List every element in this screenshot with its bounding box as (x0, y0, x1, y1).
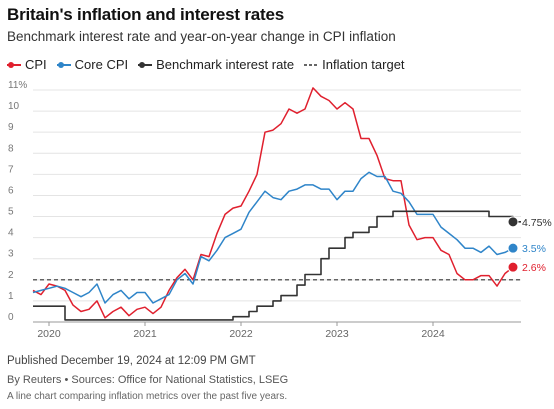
legend-label-cpi: CPI (25, 57, 47, 72)
chart-description: A line chart comparing inflation metrics… (7, 391, 288, 402)
source-credit: By Reuters • Sources: Office for Nationa… (7, 374, 289, 386)
end-markers: 2.6% 3.5% 4.75% (507, 216, 552, 274)
y-tick-label: 3 (8, 249, 14, 260)
end-label-core-cpi: 3.5% (522, 243, 546, 255)
x-tick-label: 2021 (133, 328, 157, 340)
end-label-cpi: 2.6% (522, 262, 546, 274)
legend-item-benchmark-rate: Benchmark interest rate (138, 57, 294, 72)
inflation-target-legend-marker-icon (304, 63, 319, 66)
end-label-benchmark-interest-rate: 4.75% (522, 217, 552, 229)
cpi-legend-marker-icon (7, 61, 21, 68)
line-chart: 0 1 2 3 4 5 6 7 8 9 10 11% 2020 2021 2022 2023 2024 2.6… (8, 80, 552, 340)
y-tick-label: 11% (8, 80, 27, 91)
legend-item-core-cpi: Core CPI (56, 57, 129, 72)
legend-label-core-cpi: Core CPI (74, 57, 129, 72)
y-tick-label: 7 (8, 164, 14, 175)
x-axis-ticks: 2020 2021 2022 2023 2024 (37, 322, 445, 340)
published-date: Published December 19, 2024 at 12:09 PM … (7, 355, 256, 367)
legend-item-inflation-target: Inflation target (304, 57, 405, 72)
series-line-core-cpi (32, 171, 514, 304)
x-tick-label: 2023 (325, 328, 349, 340)
end-marker-benchmark-interest-rate (507, 216, 519, 228)
x-tick-label: 2020 (37, 328, 61, 340)
y-tick-label: 4 (8, 228, 14, 239)
legend-label-benchmark-rate: Benchmark interest rate (156, 57, 295, 72)
chart-subtitle: Benchmark interest rate and year-on-year… (7, 29, 396, 44)
chart-title: Britain's inflation and interest rates (7, 5, 285, 24)
series-lines (32, 87, 521, 321)
y-axis-ticks: 0 1 2 3 4 5 6 7 8 9 10 11% (8, 80, 27, 323)
y-tick-label: 10 (8, 101, 20, 112)
y-tick-label: 8 (8, 143, 14, 154)
series-line-cpi (32, 87, 514, 319)
y-tick-label: 5 (8, 207, 14, 218)
y-tick-label: 1 (8, 291, 14, 302)
core-cpi-legend-marker-icon (56, 61, 71, 68)
grid-lines (33, 89, 521, 323)
x-tick-label: 2022 (229, 328, 253, 340)
end-marker-core-cpi (507, 242, 519, 254)
x-tick-label: 2024 (421, 328, 445, 340)
legend: CPI Core CPI Benchmark interest rate Inf… (7, 57, 415, 72)
benchmark-rate-legend-marker-icon (138, 61, 153, 68)
series-line-benchmark-interest-rate (33, 210, 521, 321)
legend-label-inflation-target: Inflation target (322, 57, 405, 72)
y-tick-label: 6 (8, 185, 14, 196)
legend-item-cpi: CPI (7, 57, 47, 72)
y-tick-label: 0 (8, 312, 14, 323)
end-marker-cpi (507, 261, 519, 273)
y-tick-label: 2 (8, 270, 14, 281)
y-tick-label: 9 (8, 122, 14, 133)
